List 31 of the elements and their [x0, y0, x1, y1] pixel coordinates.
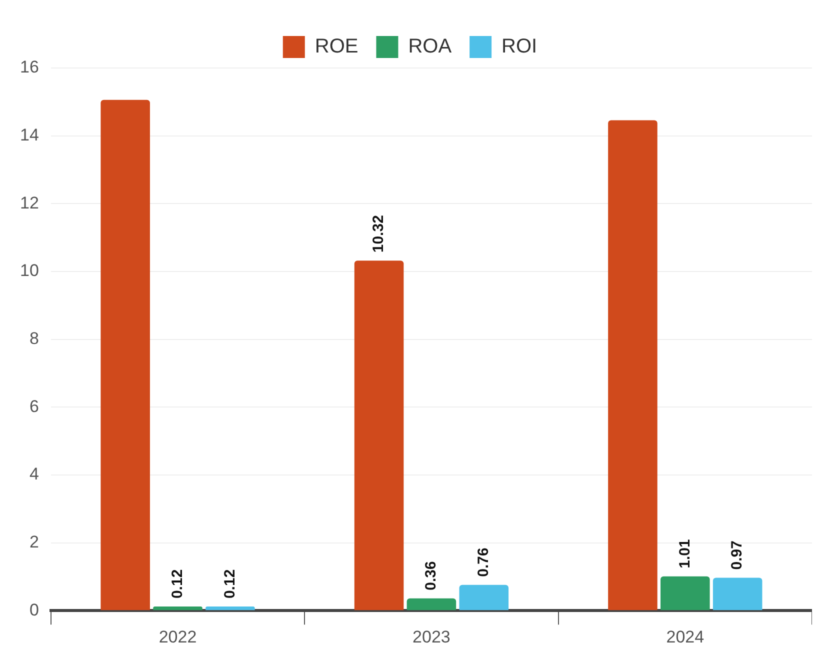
data-label: 0.36 [422, 561, 440, 590]
y-tick-label: 14 [20, 126, 39, 145]
data-label: 0.12 [221, 569, 238, 599]
y-tick-label: 0 [29, 600, 39, 620]
y-tick-label: 10 [20, 261, 39, 280]
bar [206, 606, 255, 610]
legend-label: ROI [502, 36, 538, 58]
bar [153, 606, 202, 610]
bar [406, 598, 456, 610]
y-tick-label: 16 [20, 58, 39, 77]
data-label: 1.01 [676, 539, 694, 568]
bar [100, 100, 150, 610]
bar [459, 584, 509, 610]
x-tick-label: 2023 [412, 627, 450, 646]
bar [354, 260, 404, 610]
data-label: 0.12 [168, 569, 186, 599]
y-tick-label: 12 [20, 193, 39, 212]
legend-label: ROE [314, 36, 358, 58]
data-label: 0.76 [475, 548, 492, 577]
bar [712, 578, 762, 610]
y-tick-label: 4 [29, 464, 39, 484]
x-tick-label: 2022 [158, 627, 197, 646]
bar [660, 576, 710, 610]
legend-label: ROA [408, 36, 452, 58]
x-tick-label: 2024 [666, 627, 704, 646]
y-tick-label: 6 [29, 396, 39, 416]
y-tick-label: 2 [29, 532, 39, 552]
data-label: 10.32 [370, 215, 388, 253]
y-tick-label: 8 [29, 328, 39, 348]
data-label: 0.97 [728, 540, 746, 570]
bar [608, 120, 658, 610]
